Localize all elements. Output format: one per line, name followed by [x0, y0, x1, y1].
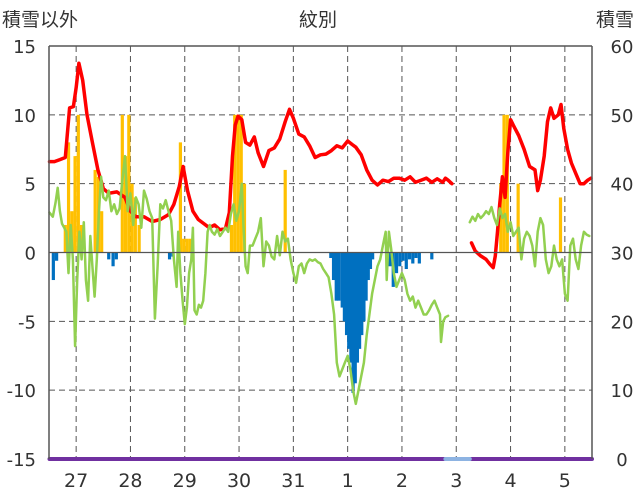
- bar: [368, 252, 373, 270]
- bar: [349, 252, 353, 363]
- bar: [347, 252, 351, 349]
- x-tick-label: 31: [281, 470, 305, 492]
- bar: [499, 183, 503, 253]
- bar: [394, 252, 399, 274]
- bar: [558, 197, 563, 253]
- bar: [340, 252, 344, 308]
- right-tick-label: 50: [611, 106, 634, 127]
- bar: [233, 114, 237, 253]
- bar: [388, 252, 392, 267]
- bar: [417, 252, 421, 264]
- x-tick-label: 3: [450, 470, 462, 492]
- bar: [357, 252, 362, 349]
- bar: [182, 238, 186, 253]
- right-axis-title: 積雪: [596, 9, 634, 31]
- right-tick-label: 60: [611, 37, 634, 58]
- bar: [229, 224, 234, 253]
- left-tick-label: -5: [18, 312, 36, 333]
- right-tick-label: 20: [611, 312, 634, 333]
- left-tick-label: 15: [13, 37, 36, 58]
- x-tick-label: 27: [64, 470, 88, 492]
- right-tick-label: 30: [611, 244, 634, 265]
- bar: [185, 238, 189, 253]
- bar: [76, 114, 80, 253]
- x-tick-label: 30: [227, 470, 251, 492]
- bars: [51, 114, 563, 393]
- bar: [63, 224, 67, 253]
- bar: [137, 224, 141, 253]
- bar: [371, 252, 375, 260]
- bar: [55, 252, 59, 261]
- bar: [344, 252, 349, 336]
- bar: [430, 252, 434, 260]
- bar: [401, 252, 405, 261]
- left-tick-label: 10: [13, 106, 36, 127]
- bar: [127, 114, 131, 253]
- bar: [114, 252, 118, 260]
- series-line: [469, 102, 593, 270]
- bar: [93, 169, 97, 253]
- series-line: [48, 154, 450, 406]
- bar: [51, 252, 55, 281]
- left-tick-label: 5: [25, 175, 36, 196]
- left-tick-label: -15: [7, 450, 36, 471]
- bar: [167, 252, 172, 260]
- bar: [331, 252, 336, 281]
- bar: [178, 142, 183, 253]
- bar: [414, 252, 418, 259]
- bar: [353, 252, 357, 384]
- bar: [242, 183, 247, 253]
- bar: [411, 252, 415, 264]
- left-tick-label: 0: [25, 244, 36, 265]
- bar: [360, 252, 364, 336]
- right-tick-label: 40: [611, 175, 634, 196]
- left-tick-label: -10: [7, 381, 36, 402]
- bar: [133, 197, 137, 253]
- x-tick-label: 5: [559, 470, 571, 492]
- chart-title: 紋別: [299, 9, 337, 31]
- lines: [47, 61, 594, 461]
- bar: [334, 252, 338, 301]
- bar: [111, 252, 115, 267]
- bar: [398, 252, 402, 267]
- bar: [362, 252, 366, 322]
- bar: [364, 252, 368, 301]
- bar: [407, 252, 412, 260]
- bar: [66, 142, 71, 253]
- bar: [236, 114, 240, 253]
- bar: [342, 252, 346, 322]
- x-tick-label: 2: [396, 470, 408, 492]
- x-tick-label: 28: [118, 470, 142, 492]
- series-line: [468, 205, 591, 302]
- left-axis-title: 積雪以外: [2, 9, 78, 31]
- bar: [366, 252, 370, 281]
- bar: [351, 252, 355, 393]
- bar: [188, 238, 192, 253]
- bar: [404, 252, 408, 270]
- bar: [337, 252, 341, 301]
- axes: [48, 45, 593, 459]
- right-tick-label: 10: [611, 381, 634, 402]
- bar: [355, 252, 360, 363]
- right-tick-label: 0: [616, 450, 627, 471]
- bar: [100, 211, 104, 253]
- bar: [123, 156, 128, 253]
- bar: [107, 252, 111, 260]
- bar: [73, 156, 77, 253]
- x-tick-label: 1: [342, 470, 354, 492]
- x-tick-label: 4: [505, 470, 517, 492]
- bar: [283, 169, 287, 253]
- bar: [516, 183, 520, 253]
- bar: [329, 252, 333, 259]
- x-tick-label: 29: [173, 470, 197, 492]
